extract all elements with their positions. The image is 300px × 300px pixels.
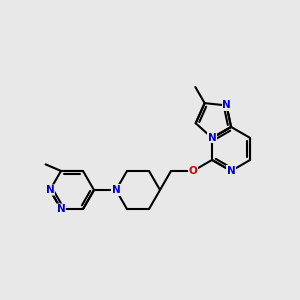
Text: N: N [57,204,65,214]
Text: N: N [112,185,120,195]
Text: N: N [46,185,54,195]
Text: N: N [222,100,231,110]
Text: O: O [189,166,197,176]
Text: N: N [208,133,216,143]
Text: N: N [227,166,236,176]
